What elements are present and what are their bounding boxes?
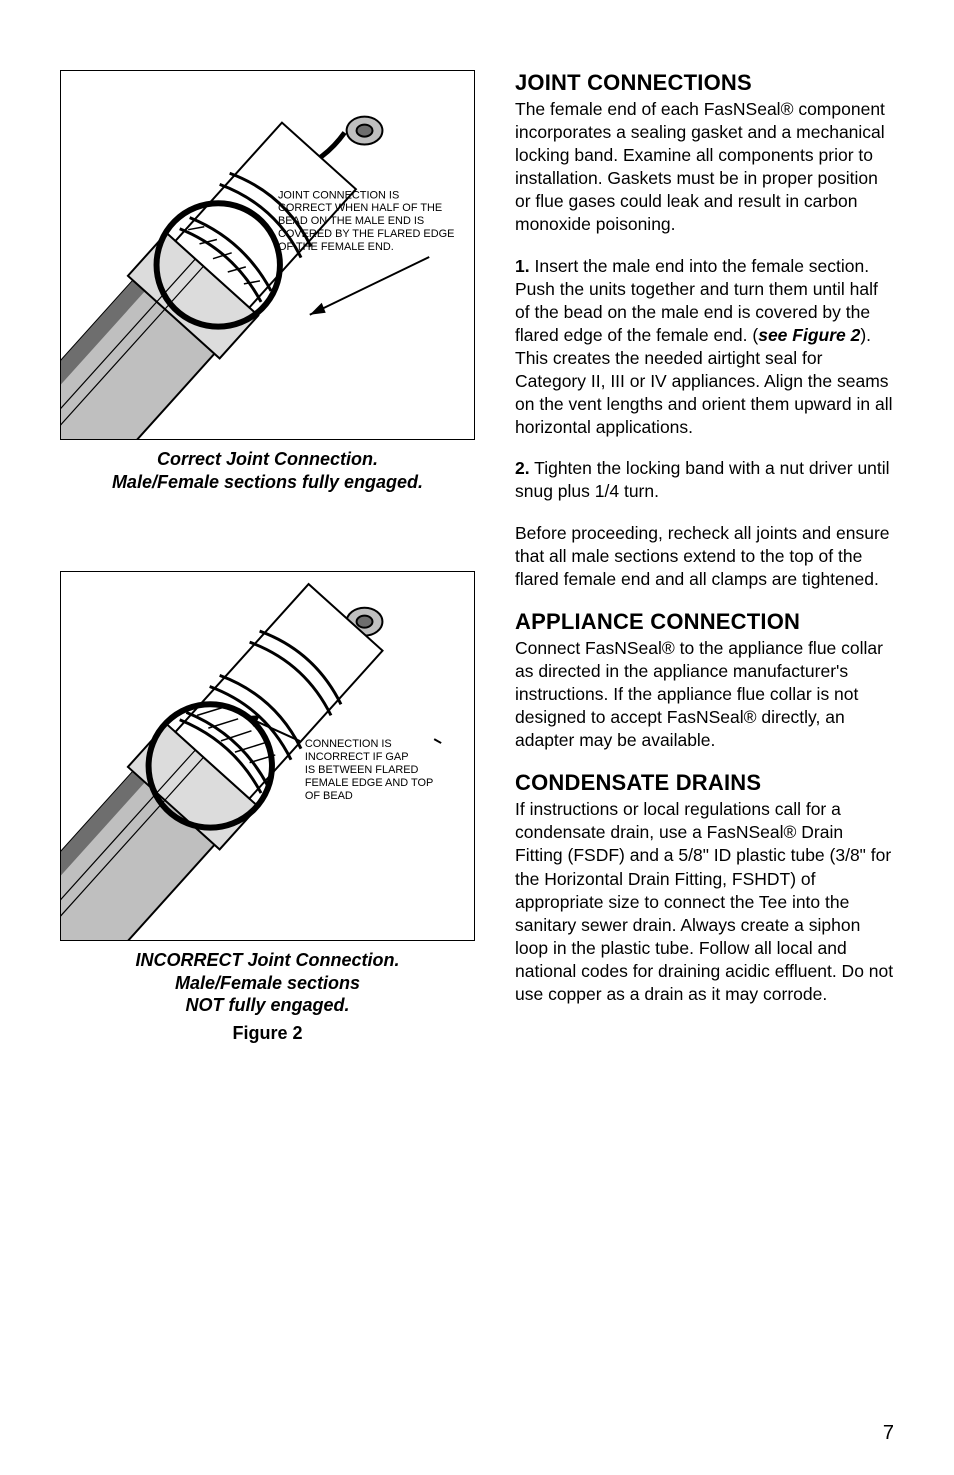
appliance-body: Connect FasNSeal® to the appliance flue … bbox=[515, 637, 894, 752]
page-content: JOINT CONNECTION IS CORRECT WHEN HALF OF… bbox=[60, 70, 894, 1044]
figure-incorrect-caption: INCORRECT Joint Connection. Male/Female … bbox=[60, 949, 475, 1017]
body-text: Tighten the locking band with a nut driv… bbox=[515, 458, 890, 501]
left-column: JOINT CONNECTION IS CORRECT WHEN HALF OF… bbox=[60, 70, 475, 1044]
joint-step-1: 1. Insert the male end into the female s… bbox=[515, 255, 894, 440]
caption-text: Male/Female sections fully engaged. bbox=[112, 472, 423, 492]
joint-step-2: 2. Tighten the locking band with a nut d… bbox=[515, 457, 894, 503]
caption-text: Correct Joint Connection. bbox=[157, 449, 378, 469]
step-number: 2. bbox=[515, 458, 530, 478]
caption-text: INCORRECT Joint Connection. bbox=[136, 950, 400, 970]
figure-correct-joint: JOINT CONNECTION IS CORRECT WHEN HALF OF… bbox=[60, 70, 475, 440]
caption-text: NOT fully engaged. bbox=[185, 995, 349, 1015]
condensate-body: If instructions or local regulations cal… bbox=[515, 798, 894, 1006]
heading-joint-connections: JOINT CONNECTIONS bbox=[515, 70, 894, 96]
correct-joint-svg: JOINT CONNECTION IS CORRECT WHEN HALF OF… bbox=[61, 70, 474, 440]
right-column: JOINT CONNECTIONS The female end of each… bbox=[515, 70, 894, 1044]
figure-incorrect-joint: CONNECTION IS INCORRECT IF GAP IS BETWEE… bbox=[60, 571, 475, 941]
incorrect-annotation: CONNECTION IS INCORRECT IF GAP IS BETWEE… bbox=[305, 738, 437, 802]
step-number: 1. bbox=[515, 256, 530, 276]
heading-appliance-connection: APPLIANCE CONNECTION bbox=[515, 609, 894, 635]
caption-text: Male/Female sections bbox=[175, 973, 360, 993]
incorrect-joint-svg: CONNECTION IS INCORRECT IF GAP IS BETWEE… bbox=[61, 571, 474, 941]
joint-intro: The female end of each FasNSeal® compone… bbox=[515, 98, 894, 237]
figure-2-label: Figure 2 bbox=[60, 1023, 475, 1044]
figure-correct-caption: Correct Joint Connection. Male/Female se… bbox=[60, 448, 475, 493]
correct-annotation: JOINT CONNECTION IS CORRECT WHEN HALF OF… bbox=[278, 189, 458, 253]
joint-closing: Before proceeding, recheck all joints an… bbox=[515, 522, 894, 591]
page-number: 7 bbox=[883, 1422, 894, 1445]
see-figure-ref: see Figure 2 bbox=[758, 325, 860, 345]
heading-condensate-drains: CONDENSATE DRAINS bbox=[515, 770, 894, 796]
